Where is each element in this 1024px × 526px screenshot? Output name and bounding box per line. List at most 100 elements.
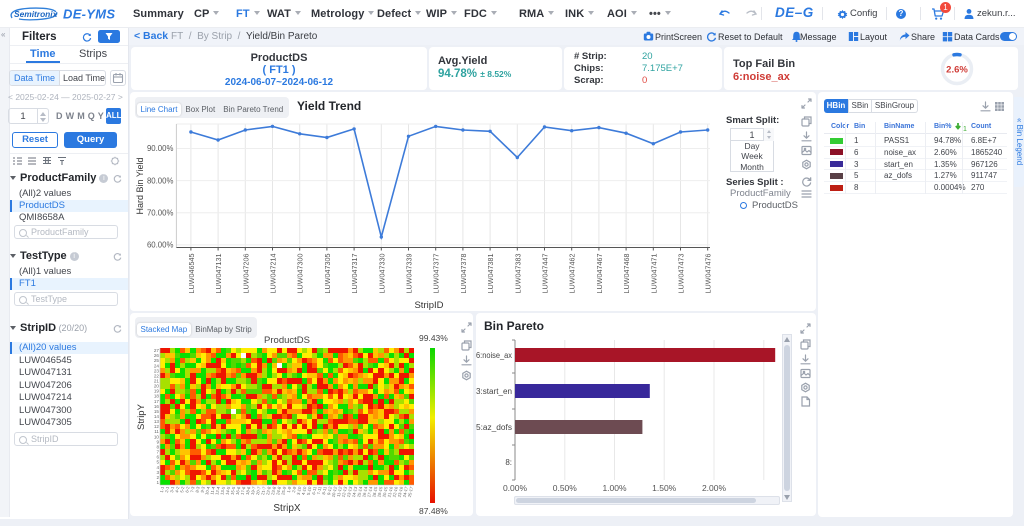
svg-text:25-9: 25-9: [280, 486, 287, 496]
svg-text:LUW047330: LUW047330: [377, 254, 386, 294]
svg-text:2-9: 2-9: [291, 486, 297, 494]
svg-text:1-9: 1-9: [286, 486, 292, 494]
svg-text:20: 20: [154, 384, 160, 389]
svg-text:6: 6: [156, 455, 159, 460]
svg-text:3-10: 3-10: [296, 486, 303, 496]
svg-text:22: 22: [154, 373, 160, 378]
svg-text:21-16: 21-16: [387, 486, 394, 498]
svg-text:1: 1: [963, 126, 967, 133]
svg-text:LUW047468: LUW047468: [622, 254, 631, 294]
svg-text:23-16: 23-16: [397, 486, 404, 498]
svg-text:24: 24: [154, 363, 160, 368]
svg-text:12-13: 12-13: [341, 486, 348, 498]
svg-text:5-2: 5-2: [179, 486, 185, 494]
svg-text:2.6%: 2.6%: [946, 65, 968, 76]
svg-text:14-13: 14-13: [351, 486, 358, 498]
svg-text:4: 4: [156, 465, 159, 470]
svg-text:LUW047300: LUW047300: [296, 254, 305, 294]
svg-text:7-3: 7-3: [189, 486, 195, 494]
svg-text:LUW047377: LUW047377: [432, 254, 441, 294]
svg-text:60.00%: 60.00%: [147, 241, 174, 250]
svg-text:16-6: 16-6: [235, 486, 242, 496]
svg-text:13-5: 13-5: [219, 486, 226, 496]
svg-text:13: 13: [154, 419, 160, 424]
svg-text:8-11: 8-11: [321, 486, 328, 496]
svg-text:17: 17: [154, 399, 160, 404]
svg-text:LUW047473: LUW047473: [677, 254, 686, 294]
svg-text:16: 16: [154, 404, 160, 409]
svg-text:6:noise_ax: 6:noise_ax: [476, 351, 512, 360]
svg-text:25: 25: [154, 358, 160, 363]
svg-text:3-1: 3-1: [169, 486, 175, 494]
svg-text:14-5: 14-5: [224, 486, 231, 496]
svg-text:17-14: 17-14: [366, 486, 373, 498]
svg-text:2: 2: [156, 475, 159, 480]
svg-text:16-14: 16-14: [361, 486, 368, 498]
svg-text:LUW047383: LUW047383: [513, 254, 522, 294]
svg-text:LUW047317: LUW047317: [350, 254, 359, 294]
svg-text:12-4: 12-4: [214, 486, 221, 496]
svg-text:1.50%: 1.50%: [652, 483, 677, 493]
svg-text:24-17: 24-17: [402, 486, 409, 498]
svg-text:0.50%: 0.50%: [553, 483, 578, 493]
svg-text:87.48%: 87.48%: [419, 506, 448, 516]
svg-text:15-14: 15-14: [356, 486, 363, 498]
svg-text:12: 12: [154, 424, 160, 429]
svg-text:6-11: 6-11: [311, 486, 318, 496]
svg-text:80.00%: 80.00%: [147, 176, 174, 185]
svg-text:7-11: 7-11: [316, 486, 323, 496]
svg-text:7: 7: [156, 450, 159, 455]
svg-text:10-4: 10-4: [204, 486, 211, 496]
svg-text:DE-YMS: DE-YMS: [63, 7, 115, 22]
svg-text:17-6: 17-6: [240, 486, 247, 496]
svg-text:25-17: 25-17: [407, 486, 414, 498]
svg-text:StripID: StripID: [414, 300, 443, 311]
svg-text:19-15: 19-15: [376, 486, 383, 498]
svg-text:22-8: 22-8: [265, 486, 272, 496]
svg-text:8: 8: [156, 445, 159, 450]
svg-text:13-13: 13-13: [346, 486, 353, 498]
svg-text:14: 14: [154, 414, 160, 419]
svg-text:5:az_dofs: 5:az_dofs: [476, 423, 512, 432]
svg-text:9-3: 9-3: [200, 486, 206, 494]
svg-text:18: 18: [154, 394, 160, 399]
svg-text:26: 26: [154, 353, 160, 358]
svg-text:2-1: 2-1: [164, 486, 170, 494]
svg-text:18-6: 18-6: [245, 486, 252, 496]
svg-text:1.00%: 1.00%: [602, 483, 627, 493]
svg-text:5: 5: [156, 460, 159, 465]
svg-text:LUW047381: LUW047381: [486, 254, 495, 294]
svg-text:Semitronix: Semitronix: [14, 9, 58, 19]
svg-text:15: 15: [154, 409, 160, 414]
svg-text:ProductDS: ProductDS: [264, 335, 310, 346]
svg-text:LUW047206: LUW047206: [241, 254, 250, 294]
svg-text:10-12: 10-12: [331, 486, 338, 498]
svg-text:99.43%: 99.43%: [419, 333, 448, 343]
svg-text:20-7: 20-7: [255, 486, 262, 496]
svg-text:9: 9: [156, 439, 159, 444]
svg-text:11-12: 11-12: [336, 486, 343, 498]
svg-text:LUW047476: LUW047476: [704, 254, 713, 294]
svg-text:StripY: StripY: [136, 403, 147, 430]
svg-text:21: 21: [154, 379, 160, 384]
svg-text:19-7: 19-7: [250, 486, 257, 496]
svg-text:4-10: 4-10: [301, 486, 308, 496]
svg-text:3:start_en: 3:start_en: [476, 387, 512, 396]
svg-text:11-4: 11-4: [209, 486, 216, 496]
svg-text:23: 23: [154, 368, 160, 373]
svg-text:LUW047214: LUW047214: [269, 254, 278, 294]
svg-text:6-2: 6-2: [184, 486, 190, 494]
svg-text:22-16: 22-16: [392, 486, 399, 498]
svg-text:LUW047131: LUW047131: [214, 254, 223, 294]
svg-text:StripX: StripX: [273, 503, 301, 514]
svg-text:18-15: 18-15: [371, 486, 378, 498]
svg-text:15-5: 15-5: [230, 486, 237, 496]
svg-text:LUW047462: LUW047462: [568, 254, 577, 294]
svg-text:Hard Bin Yield: Hard Bin Yield: [135, 157, 145, 214]
svg-text:19: 19: [154, 389, 160, 394]
svg-text:23-8: 23-8: [270, 486, 277, 496]
svg-text:3: 3: [156, 470, 159, 475]
svg-text:11: 11: [154, 429, 159, 434]
svg-text:10: 10: [154, 434, 160, 439]
svg-text:9-12: 9-12: [326, 486, 333, 496]
